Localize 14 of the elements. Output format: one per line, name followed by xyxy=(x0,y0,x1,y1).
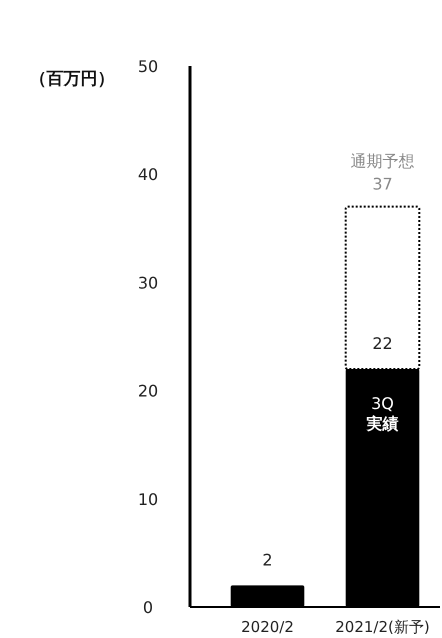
y-tick-label: 10 xyxy=(138,490,158,509)
y-tick-label: 20 xyxy=(138,382,158,401)
y-axis-title: （百万円） xyxy=(30,69,114,89)
y-tick-label: 30 xyxy=(138,273,158,292)
data-label: 22 xyxy=(372,334,393,353)
text: 通期予想 xyxy=(350,152,414,171)
y-tick-label: 0 xyxy=(142,598,154,617)
y-tick-label: 40 xyxy=(138,165,158,184)
total-label: 37 xyxy=(372,174,393,194)
data-label: 2 xyxy=(262,550,273,570)
x-tick-label: 2020/2 xyxy=(241,618,294,636)
y-tick-label: 50 xyxy=(138,57,158,76)
x-tick-label: 2021/2(新予) xyxy=(335,618,430,636)
series-label: 3Q実績 xyxy=(366,394,398,433)
